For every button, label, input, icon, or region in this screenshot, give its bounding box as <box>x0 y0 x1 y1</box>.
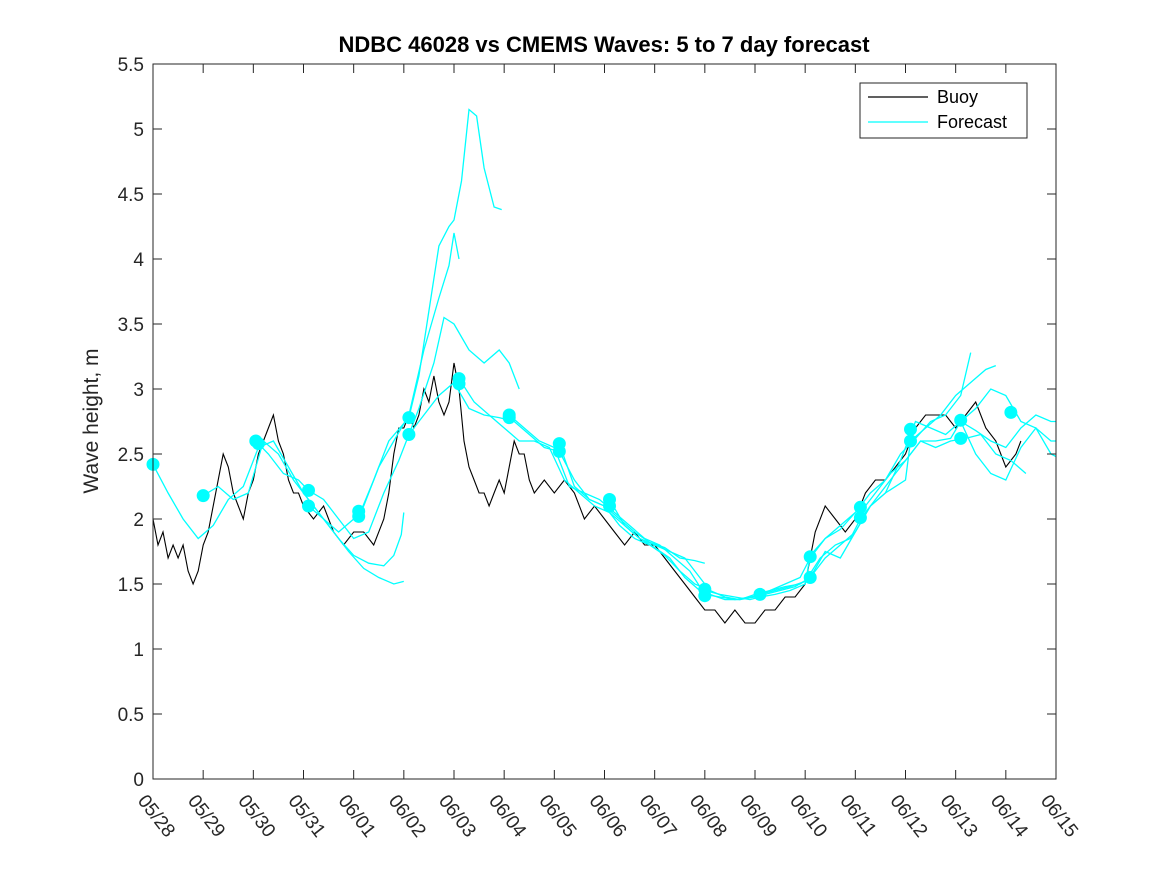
x-tick-label-6: 06/03 <box>434 791 480 841</box>
x-tick-label-3: 05/31 <box>284 791 330 841</box>
forecast-marker-20 <box>753 587 767 601</box>
y-tick-label-8: 4 <box>133 250 144 271</box>
forecast-segment-15 <box>960 414 1056 449</box>
forecast-marker-24 <box>853 511 867 525</box>
forecast-segment-6 <box>458 378 706 585</box>
y-tick-label-4: 2 <box>133 510 144 531</box>
forecast-segment-10 <box>704 352 972 601</box>
forecast-marker-23 <box>853 500 867 514</box>
forecast-segment-5 <box>408 381 705 564</box>
y-tick-label-11: 5.5 <box>118 55 144 76</box>
forecast-marker-8 <box>402 411 416 425</box>
legend-box <box>859 82 1028 139</box>
forecast-segment-2 <box>255 316 520 540</box>
chart-title: NDBC 46028 vs CMEMS Waves: 5 to 7 day fo… <box>338 32 870 57</box>
forecast-marker-25 <box>904 422 917 436</box>
buoy-series-line <box>152 362 1022 624</box>
forecast-marker-11 <box>452 377 466 391</box>
forecast-segment-0 <box>152 440 404 585</box>
x-tick-label-0: 05/28 <box>133 791 179 841</box>
x-tick-label-9: 06/06 <box>585 791 631 841</box>
forecast-marker-3 <box>251 437 265 451</box>
x-tick-label-7: 06/04 <box>484 791 530 842</box>
forecast-marker-9 <box>402 428 416 441</box>
forecast-marker-29 <box>1004 405 1018 419</box>
forecast-marker-21 <box>803 550 817 564</box>
x-tick-label-12: 06/09 <box>735 791 781 841</box>
forecast-marker-4 <box>302 483 315 497</box>
x-tick-label-5: 06/02 <box>384 791 430 841</box>
forecast-segment-11 <box>759 433 1027 596</box>
x-tick-label-2: 05/30 <box>233 791 279 841</box>
y-tick-label-3: 1.5 <box>118 575 144 596</box>
y-tick-label-9: 4.5 <box>118 185 144 206</box>
forecast-marker-17 <box>603 499 616 513</box>
x-tick-label-17: 06/14 <box>986 791 1032 842</box>
x-tick-label-4: 06/01 <box>334 791 380 841</box>
forecast-marker-15 <box>552 444 566 458</box>
x-tick-label-1: 05/29 <box>183 791 229 841</box>
legend: Buoy Forecast <box>859 82 1028 139</box>
legend-label-forecast: Forecast <box>937 112 1007 132</box>
x-tick-label-18: 06/15 <box>1036 791 1082 841</box>
y-axis-label: Wave height, m <box>80 348 103 493</box>
forecast-segment-12 <box>809 388 1056 578</box>
y-tick-label-2: 1 <box>133 640 144 661</box>
forecast-marker-28 <box>954 431 968 445</box>
forecast-marker-27 <box>954 413 968 427</box>
forecast-marker-13 <box>502 411 516 425</box>
x-tick-label-13: 06/10 <box>785 791 831 841</box>
x-tick-label-14: 06/11 <box>835 791 880 840</box>
y-tick-label-1: 0.5 <box>118 705 144 726</box>
forecast-marker-5 <box>302 499 315 513</box>
forecast-marker-1 <box>196 489 210 503</box>
forecast-marker-22 <box>803 571 817 584</box>
forecast-segment-4 <box>358 108 502 517</box>
forecast-marker-26 <box>904 434 917 448</box>
forecast-segment-1 <box>202 439 405 567</box>
plot-area <box>146 108 1057 624</box>
x-tick-label-15: 06/12 <box>886 791 932 841</box>
forecast-segment-3 <box>308 232 460 533</box>
forecast-marker-7 <box>352 509 366 523</box>
y-tick-label-6: 3 <box>133 380 144 401</box>
y-tick-label-0: 0 <box>133 770 144 791</box>
x-tick-label-16: 06/13 <box>936 791 982 841</box>
y-tick-label-5: 2.5 <box>118 445 144 466</box>
y-tick-label-10: 5 <box>133 120 144 141</box>
forecast-segment-14 <box>910 364 997 442</box>
x-tick-label-10: 06/07 <box>635 791 681 841</box>
forecast-marker-19 <box>698 589 712 603</box>
x-tick-label-8: 06/05 <box>534 791 580 841</box>
y-tick-label-7: 3.5 <box>118 315 144 336</box>
legend-label-buoy: Buoy <box>937 87 978 107</box>
x-tick-label-11: 06/08 <box>685 791 731 841</box>
